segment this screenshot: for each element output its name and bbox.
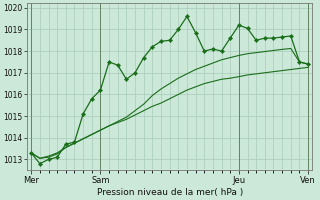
- X-axis label: Pression niveau de la mer( hPa ): Pression niveau de la mer( hPa ): [97, 188, 243, 197]
